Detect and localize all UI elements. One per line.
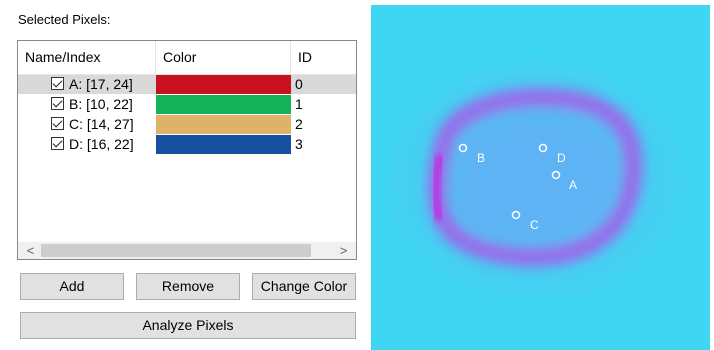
column-header-name[interactable]: Name/Index bbox=[18, 41, 156, 74]
list-header: Name/Index Color ID bbox=[18, 41, 356, 75]
remove-button[interactable]: Remove bbox=[136, 273, 240, 300]
scroll-left-icon[interactable]: < bbox=[26, 243, 35, 258]
row-id: 1 bbox=[295, 96, 303, 112]
marker-c-label: C bbox=[530, 218, 539, 232]
marker-b[interactable]: B bbox=[458, 143, 486, 166]
row-id: 3 bbox=[295, 136, 303, 152]
row-color-swatch[interactable] bbox=[156, 135, 291, 154]
selected-pixels-label: Selected Pixels: bbox=[18, 12, 111, 27]
marker-b-label: B bbox=[477, 151, 485, 165]
marker-c[interactable]: C bbox=[511, 210, 540, 233]
horizontal-scrollbar[interactable]: < > bbox=[18, 242, 356, 259]
pixel-row-c[interactable]: C: [14, 27] 2 bbox=[18, 115, 356, 134]
column-header-id[interactable]: ID bbox=[298, 49, 312, 65]
scroll-right-icon[interactable]: > bbox=[339, 243, 348, 258]
marker-a[interactable]: A bbox=[551, 170, 578, 193]
row-checkbox[interactable] bbox=[51, 77, 64, 90]
pixel-row-d[interactable]: D: [16, 22] 3 bbox=[18, 135, 356, 154]
scrollbar-thumb[interactable] bbox=[41, 244, 311, 257]
row-id: 2 bbox=[295, 116, 303, 132]
pixel-row-a[interactable]: A: [17, 24] 0 bbox=[18, 75, 356, 94]
row-checkbox[interactable] bbox=[51, 137, 64, 150]
column-header-color[interactable]: Color bbox=[156, 41, 291, 74]
cutoff-header-text: ' ' ' ' ' ' ' ' bbox=[178, 0, 242, 7]
row-id: 0 bbox=[295, 76, 303, 92]
row-name: A: [17, 24] bbox=[69, 76, 133, 92]
row-name: D: [16, 22] bbox=[69, 136, 134, 152]
image-canvas[interactable]: B D A C bbox=[371, 5, 710, 350]
change-color-button[interactable]: Change Color bbox=[252, 273, 356, 300]
pixel-row-b[interactable]: B: [10, 22] 1 bbox=[18, 95, 356, 114]
marker-d[interactable]: D bbox=[538, 143, 567, 166]
marker-a-label: A bbox=[569, 178, 577, 192]
row-color-swatch[interactable] bbox=[156, 115, 291, 134]
marker-c-circle[interactable] bbox=[511, 210, 521, 220]
ring-interior bbox=[458, 129, 616, 239]
pixel-image-view[interactable]: B D A C bbox=[371, 5, 710, 350]
row-checkbox[interactable] bbox=[51, 117, 64, 130]
selected-pixels-list[interactable]: Name/Index Color ID A: [17, 24] 0 B: [10… bbox=[17, 40, 357, 260]
row-color-swatch[interactable] bbox=[156, 95, 291, 114]
marker-a-circle[interactable] bbox=[551, 170, 561, 180]
analyze-pixels-button[interactable]: Analyze Pixels bbox=[20, 312, 356, 339]
row-name: B: [10, 22] bbox=[69, 96, 133, 112]
ring-bright-segment bbox=[430, 153, 446, 223]
row-name: C: [14, 27] bbox=[69, 116, 134, 132]
marker-d-label: D bbox=[557, 151, 566, 165]
add-button[interactable]: Add bbox=[20, 273, 124, 300]
marker-d-circle[interactable] bbox=[538, 143, 548, 153]
marker-b-circle[interactable] bbox=[458, 143, 468, 153]
row-color-swatch[interactable] bbox=[156, 75, 291, 94]
row-checkbox[interactable] bbox=[51, 97, 64, 110]
